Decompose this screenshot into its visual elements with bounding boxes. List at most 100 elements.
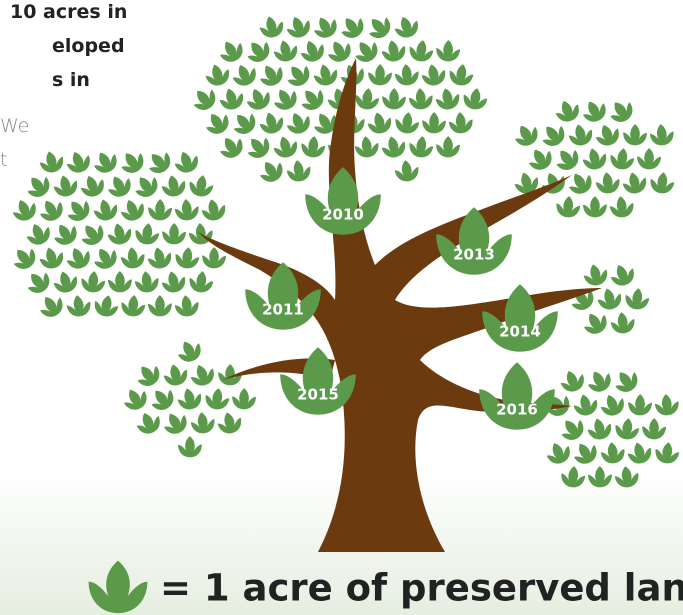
acre-leaf (610, 365, 642, 396)
acre-leaf (160, 408, 191, 438)
acre-leaf (8, 242, 40, 274)
acre-leaf (368, 64, 392, 86)
acre-leaf (565, 168, 596, 198)
acre-leaf (624, 287, 651, 311)
acre-leaf (257, 13, 285, 40)
acre-leaf (609, 195, 636, 219)
acre-leaf (394, 63, 420, 87)
acre-leaf (229, 60, 259, 89)
acre-leaf (608, 261, 638, 290)
acre-leaf (160, 173, 188, 199)
acre-leaf (324, 36, 355, 66)
acre-leaf (9, 195, 39, 224)
year-label: 2013 (453, 246, 495, 264)
acre-leaf (363, 11, 395, 43)
acre-leaf (242, 131, 274, 163)
acre-leaf (23, 219, 53, 248)
acre-leaf (581, 261, 609, 288)
acre-leaf (285, 158, 312, 183)
acre-leaf (188, 83, 220, 115)
acre-leaf (90, 147, 121, 177)
acre-leaf (174, 246, 201, 270)
acre-leaf (162, 223, 186, 245)
acre-leaf (232, 388, 256, 410)
acre-leaf (394, 111, 421, 135)
acre-leaf (310, 12, 341, 42)
acre-leaf (63, 243, 93, 272)
acre-leaf (143, 146, 175, 178)
acre-leaf (242, 35, 274, 66)
acre-leaf (422, 112, 446, 134)
acre-leaf (174, 198, 200, 222)
acre-leaf (62, 194, 94, 225)
acre-leaf (22, 170, 54, 201)
acre-leaf (511, 120, 542, 150)
acre-leaf (174, 336, 205, 366)
acre-leaf (605, 95, 637, 126)
acre-leaf (188, 361, 218, 390)
acre-leaf (91, 196, 119, 223)
acre-leaf (649, 171, 676, 195)
acre-leaf (203, 61, 232, 88)
acre-leaf (585, 415, 613, 442)
acre-leaf (551, 143, 583, 174)
acre-leaf (600, 441, 627, 465)
acre-leaf (382, 88, 406, 110)
acre-leaf (448, 62, 475, 87)
acre-leaf (571, 391, 599, 418)
year-leaf (245, 262, 321, 330)
acre-leaf (579, 96, 610, 126)
acre-leaf (257, 109, 286, 136)
acre-leaf (583, 196, 607, 218)
year-label: 2014 (499, 323, 541, 341)
intro-line: eloped (52, 35, 125, 57)
acre-leaf (188, 173, 215, 198)
year-label: 2011 (262, 301, 304, 319)
acre-leaf (525, 144, 556, 174)
acre-leaf (649, 123, 675, 147)
acre-leaf (637, 148, 661, 170)
acre-leaf (448, 111, 474, 135)
acre-leaf (298, 37, 328, 66)
acre-leaf (284, 13, 314, 42)
acre-leaf (37, 148, 65, 175)
acre-leaf (51, 268, 80, 295)
acre-leaf (598, 391, 628, 420)
acre-leaf (580, 145, 608, 172)
acre-leaf (392, 13, 422, 41)
acre-leaf (116, 146, 148, 177)
acre-leaf (118, 196, 148, 225)
acre-leaf (556, 413, 588, 444)
acre-leaf (202, 108, 234, 139)
acre-leaf (120, 384, 151, 414)
year-label: 2016 (496, 401, 538, 419)
acre-leaf (628, 394, 652, 416)
acre-leaf (434, 86, 462, 112)
intro-line: We (0, 115, 29, 137)
year-label: 2010 (322, 206, 364, 224)
acre-leaf (270, 84, 301, 114)
acre-leaf (537, 119, 569, 150)
acre-leaf (134, 270, 161, 294)
acre-leaf (50, 219, 81, 249)
acre-leaf (620, 169, 648, 196)
acre-leaf (593, 121, 623, 150)
acre-leaf (380, 38, 408, 64)
acre-leaf (623, 124, 647, 146)
acre-leaf (132, 359, 164, 390)
acre-leaf (174, 294, 201, 318)
acre-leaf (365, 109, 393, 136)
acre-leaf (190, 411, 217, 435)
acre-leaf (64, 148, 94, 177)
intro-text: 10 acres in eloped s in We t (0, 1, 127, 171)
acre-leaf (105, 220, 133, 247)
intro-line: 10 acres in (10, 1, 127, 23)
acre-leaf (217, 85, 246, 112)
acre-leaf (543, 438, 573, 467)
acre-leaf (555, 195, 581, 219)
acre-leaf (566, 283, 598, 314)
acre-leaf (610, 311, 637, 335)
acre-leaf (282, 59, 314, 90)
acre-leaf (120, 246, 147, 270)
acre-leaf (146, 383, 178, 414)
